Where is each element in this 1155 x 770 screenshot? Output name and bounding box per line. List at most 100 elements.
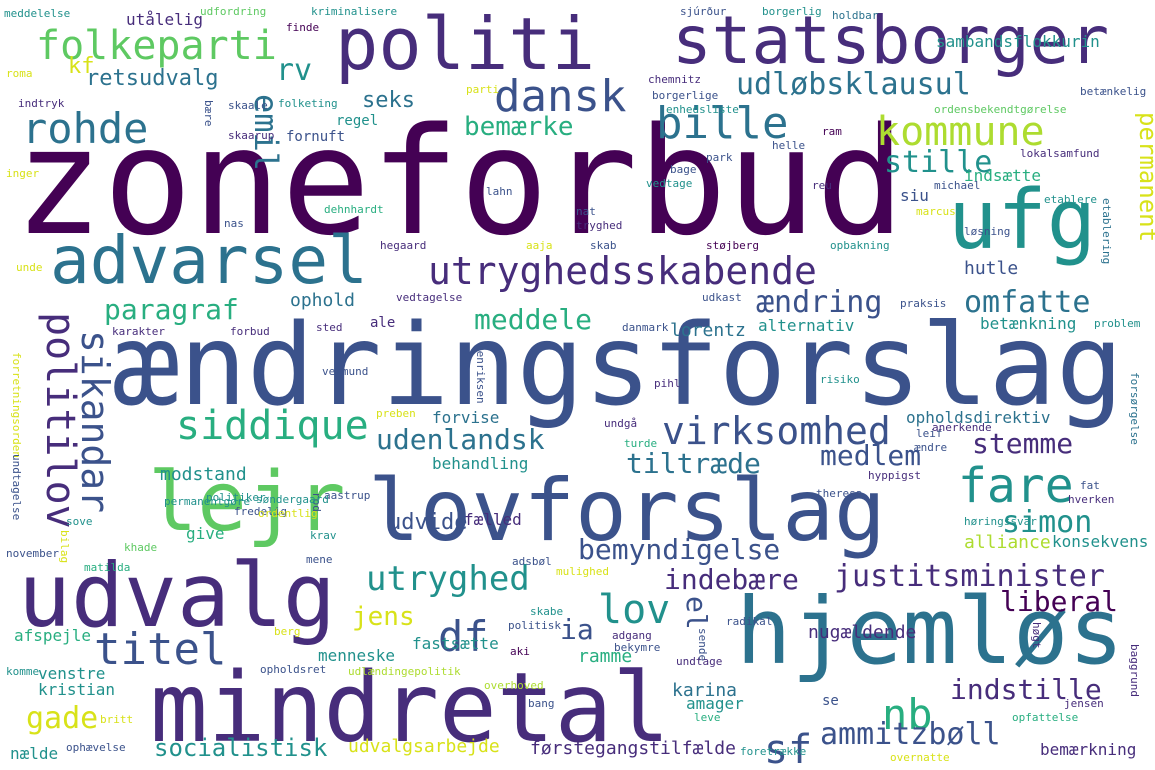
word-opbakning: opbakning — [830, 239, 890, 252]
word-dehnhardt: dehnhardt — [324, 203, 384, 216]
word-khade: khade — [124, 541, 158, 554]
word-forsoergelse: forsørgelse — [1128, 372, 1141, 445]
word-sambandsflokkurin: sambandsflokkurin — [936, 32, 1100, 51]
word-undtagelse: undtagelse — [10, 454, 23, 521]
word-utaalelig: utålelig — [126, 10, 204, 29]
word-vedtagelse: vedtagelse — [396, 291, 463, 304]
word-el: el — [680, 596, 713, 630]
word-bemaerke: bemærke — [464, 112, 574, 142]
word-aastrup: aastrup — [324, 489, 371, 502]
word-risiko: risiko — [820, 373, 860, 386]
word-retsudvalg: retsudvalg — [86, 66, 219, 91]
word-rv: rv — [276, 53, 313, 88]
word-justitsminister: justitsminister — [834, 559, 1105, 594]
word-gade: gade — [26, 701, 99, 736]
word-konsekvens: konsekvens — [1052, 532, 1149, 551]
word-aaja: aaja — [526, 239, 553, 252]
word-politisk: politisk — [508, 619, 561, 632]
word-forvise: forvise — [432, 408, 500, 427]
word-udloebsklausul: udløbsklausul — [736, 67, 971, 102]
word-hoeringssvar: høringssvar — [964, 515, 1037, 528]
word-folketing: folketing — [278, 97, 338, 110]
word-df: df — [438, 612, 489, 661]
word-meddele: meddele — [474, 303, 593, 336]
word-nat: nat — [576, 205, 596, 218]
word-bekymre: bekymre — [614, 641, 661, 654]
word-problem: problem — [1094, 317, 1141, 330]
word-politi: politi — [335, 2, 596, 86]
word-chemnitz: chemnitz — [648, 73, 701, 86]
word-turde: turde — [624, 437, 658, 450]
word-give: give — [186, 524, 225, 543]
word-politiker: politiker — [206, 491, 266, 504]
word-advarsel: advarsel — [50, 222, 368, 299]
word-omfatte: omfatte — [964, 285, 1091, 320]
word-pihl: pihl — [654, 377, 681, 390]
word-jens: jens — [352, 602, 415, 632]
word-bage: bage — [670, 163, 697, 176]
word-preben: preben — [376, 407, 416, 420]
word-tryghed: tryghed — [576, 219, 623, 232]
word-kf: kf — [68, 54, 95, 79]
word-overhoved: overhoved — [484, 679, 544, 692]
word-inger: inger — [6, 167, 40, 180]
word-mene: mene — [306, 553, 333, 566]
word-ophold: ophold — [290, 290, 356, 311]
word-stoejberg: støjberg — [706, 239, 759, 252]
word-lovforslag: lovforslag — [368, 461, 886, 561]
word-mindretal: mindretal — [150, 652, 671, 764]
word-paragraf: paragraf — [104, 293, 239, 326]
word-parti: parti — [466, 83, 500, 96]
word-sf: sf — [764, 727, 813, 770]
word-undgaa: undgå — [604, 417, 638, 430]
word-theresa: theresa — [816, 487, 863, 500]
word-overnatte: overnatte — [890, 751, 950, 764]
word-naelde: nælde — [10, 744, 59, 763]
word-karakter: karakter — [112, 325, 165, 338]
word-leve: leve — [694, 711, 721, 724]
word-nb: nb — [882, 690, 933, 739]
word-lokalsamfund: lokalsamfund — [1020, 147, 1100, 160]
word-ufg: ufg — [948, 173, 1097, 268]
word-michael: michael — [934, 179, 981, 192]
word-radikal: radikal — [726, 615, 773, 628]
word-sove: sove — [66, 515, 93, 528]
word-aki: aki — [510, 645, 530, 658]
word-kristian: kristian — [38, 680, 116, 699]
word-utryghedsskabende: utryghedsskabende — [428, 249, 817, 293]
word-titel: titel — [94, 624, 227, 675]
word-permanentgoere: permanentgøre — [164, 495, 251, 508]
word-modstand: modstand — [160, 464, 247, 485]
word-roma: roma — [6, 67, 33, 80]
word-betaenkning: betænkning — [980, 314, 1077, 333]
word-betaenkelig: betænkelig — [1080, 85, 1147, 98]
word-fredelig: fredelig — [234, 505, 287, 518]
word-fare: fare — [958, 458, 1074, 514]
word-hverken: hverken — [1068, 493, 1115, 506]
word-hyppigst: hyppigst — [868, 469, 921, 482]
word-lejr: lejr — [148, 455, 346, 550]
word-bemyndigelse: bemyndigelse — [578, 533, 781, 566]
word-udvide: udvide — [388, 510, 468, 535]
word-stille: stille — [884, 145, 993, 180]
word-adgang: adgang — [612, 629, 652, 642]
word-se: se — [822, 693, 839, 709]
word-kommune: kommune — [876, 109, 1045, 155]
word-hoegt: høgt — [1030, 622, 1043, 649]
word-aendring: ændring — [756, 285, 883, 320]
word-socialistisk: socialistisk — [154, 734, 328, 762]
word-skaarup: skaarup — [228, 129, 275, 142]
word-ramme: ramme — [578, 646, 633, 667]
word-enhedsliste: enhedsliste — [666, 103, 739, 116]
word-indsaette: indsætte — [964, 166, 1042, 185]
word-skab: skab — [590, 239, 617, 252]
word-tiltraede: tiltræde — [626, 447, 761, 480]
word-borgerlige: borgerlige — [652, 89, 719, 102]
word-udvalgsarbejde: udvalgsarbejde — [348, 736, 500, 757]
word-sted: sted — [316, 321, 343, 334]
word-dansk: dansk — [494, 71, 627, 122]
word-bemaerkning: bemærkning — [1040, 740, 1137, 759]
word-nugaeldende: nugældende — [808, 622, 917, 643]
word-liberal: liberal — [1000, 585, 1119, 618]
